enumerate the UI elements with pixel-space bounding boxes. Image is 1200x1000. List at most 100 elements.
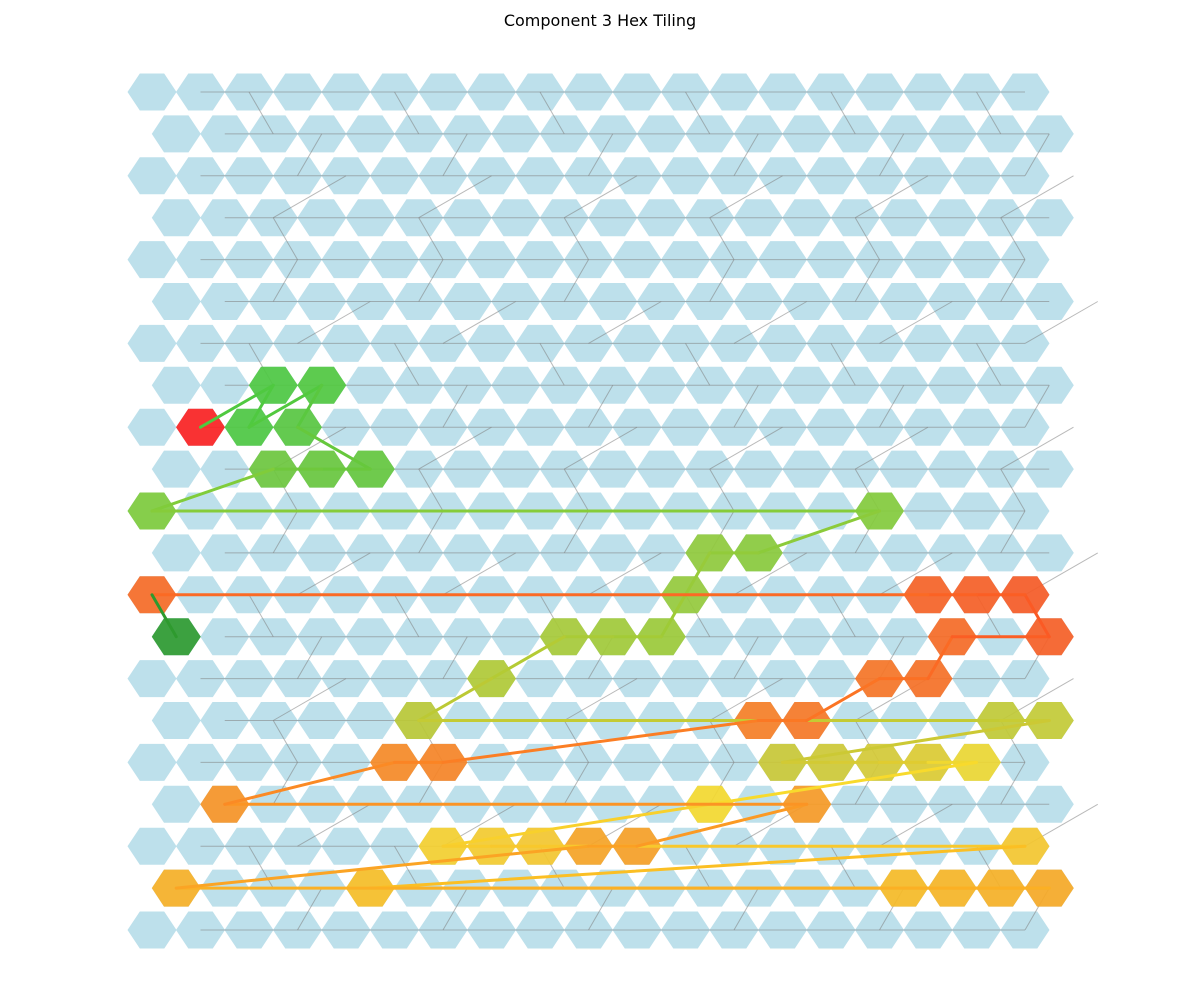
background-connector-line — [709, 259, 735, 302]
background-connector-line — [563, 762, 589, 805]
background-connector-line — [1000, 426, 1074, 470]
background-connector-line — [418, 468, 444, 512]
background-connector-line — [588, 385, 614, 428]
background-connector-line — [709, 678, 783, 721]
background-hex — [127, 73, 177, 111]
background-connector-line — [1000, 175, 1074, 219]
background-connector-line — [297, 133, 323, 177]
highlighted-path-lines — [150, 383, 1051, 890]
background-connector-line — [394, 343, 420, 386]
background-hex — [151, 534, 201, 572]
background-connector-line — [1000, 510, 1026, 554]
background-connector-line — [539, 91, 565, 135]
background-connector-line — [709, 217, 735, 260]
background-connector-line — [733, 301, 807, 344]
background-connector-line — [563, 510, 589, 554]
background-connector-line — [709, 468, 735, 512]
background-connector-line — [297, 301, 371, 344]
background-connector-line — [733, 887, 759, 931]
background-connector-line — [442, 385, 468, 428]
background-hex — [1024, 785, 1074, 823]
background-connector-line — [976, 91, 1002, 135]
path-connector-line — [223, 760, 396, 806]
background-hex — [127, 241, 177, 279]
background-connector-line — [418, 175, 492, 219]
background-hex — [151, 702, 201, 739]
background-connector-line — [394, 594, 420, 637]
background-hex — [151, 199, 201, 237]
background-connector-line — [1000, 762, 1026, 805]
background-connector-line — [394, 845, 420, 889]
background-connector-line — [879, 552, 953, 596]
background-connector-line — [418, 426, 492, 470]
background-connector-line — [273, 175, 347, 219]
path-connector-line — [296, 425, 372, 471]
background-hex — [1024, 199, 1074, 237]
background-connector-line — [733, 385, 759, 428]
background-hex — [1024, 115, 1074, 153]
background-connector-line — [272, 762, 298, 805]
background-connector-line — [297, 552, 371, 596]
background-hex — [1024, 534, 1074, 572]
path-connector-line — [805, 677, 881, 722]
path-connector-line — [926, 635, 954, 681]
background-connector-line — [1024, 385, 1050, 428]
background-hex — [127, 408, 177, 446]
background-connector-line — [442, 133, 468, 177]
path-connector-line — [659, 593, 687, 639]
background-connector-line — [272, 217, 298, 260]
background-connector-line — [830, 845, 856, 889]
path-connector-line — [781, 719, 1051, 764]
background-hex — [127, 911, 177, 949]
chart-title: Component 3 Hex Tiling — [503, 11, 697, 30]
background-hex — [1024, 366, 1074, 404]
background-connector-line — [733, 552, 807, 596]
background-connector-line — [564, 678, 638, 721]
path-connector-line — [441, 719, 760, 764]
background-connector-line — [394, 91, 420, 135]
background-connector-line — [563, 259, 589, 302]
background-hex — [127, 157, 177, 195]
background-connector-line — [418, 259, 444, 302]
background-hex — [127, 324, 177, 362]
background-connector-line — [248, 594, 274, 637]
background-connector-line — [539, 343, 565, 386]
background-connector-line — [272, 720, 298, 763]
path-connector-line — [199, 383, 275, 429]
background-connector-line — [588, 552, 662, 596]
background-hex — [127, 827, 177, 865]
background-connector-line — [442, 301, 516, 344]
background-connector-line — [854, 259, 880, 302]
background-connector-line — [442, 552, 516, 596]
path-connector-line — [247, 383, 275, 429]
background-connector-line — [564, 175, 638, 219]
path-connector-line — [684, 551, 712, 597]
path-connector-line — [1023, 593, 1051, 639]
background-connector-line — [976, 343, 1002, 386]
background-connector-line — [830, 91, 856, 135]
path-connector-line — [441, 802, 712, 848]
path-connector-line — [756, 509, 881, 555]
path-connector-line — [708, 760, 978, 806]
background-connector-line — [297, 636, 323, 679]
background-connector-line — [588, 887, 614, 931]
path-connector-line — [150, 593, 178, 639]
background-hex — [127, 660, 177, 698]
background-connector-line — [563, 468, 589, 512]
background-connector-line — [1000, 217, 1026, 260]
background-hex — [151, 283, 201, 320]
background-connector-line — [830, 343, 856, 386]
background-connector-line — [272, 510, 298, 554]
background-hex — [151, 785, 201, 823]
background-connector-line — [855, 426, 929, 470]
background-connector-line — [709, 175, 783, 219]
background-connector-line — [418, 510, 444, 554]
background-connector-line — [442, 636, 468, 679]
background-hex — [1024, 283, 1074, 320]
background-hex — [1024, 450, 1074, 488]
background-connector-line — [564, 426, 638, 470]
background-connector-line — [418, 217, 444, 260]
background-connector-line — [685, 343, 711, 386]
